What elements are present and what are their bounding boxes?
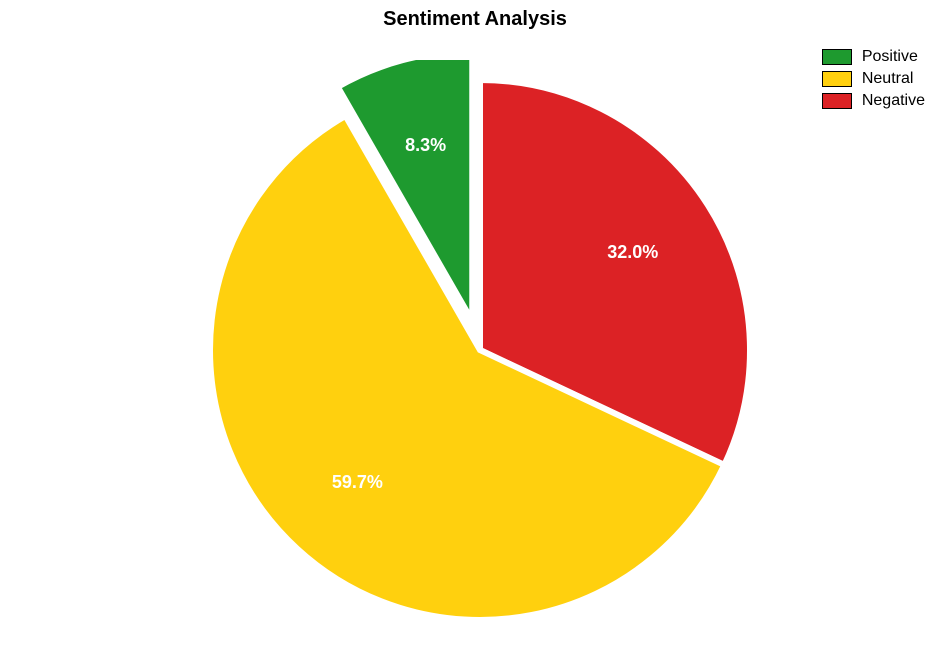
pie-label-negative: 32.0%: [607, 242, 658, 262]
chart-title: Sentiment Analysis: [0, 8, 950, 31]
legend-swatch-neutral: [822, 71, 852, 87]
legend-swatch-positive: [822, 49, 852, 65]
legend-label-negative: Negative: [862, 92, 925, 110]
legend-item-negative: Negative: [822, 92, 925, 110]
pie-svg: 32.0% 59.7% 8.3%: [210, 60, 750, 640]
legend: Positive Neutral Negative: [822, 48, 925, 110]
legend-item-positive: Positive: [822, 48, 925, 66]
pie-chart-area: 32.0% 59.7% 8.3%: [210, 60, 750, 640]
legend-item-neutral: Neutral: [822, 70, 925, 88]
legend-label-neutral: Neutral: [862, 70, 914, 88]
legend-swatch-negative: [822, 93, 852, 109]
pie-label-neutral: 59.7%: [332, 472, 383, 492]
pie-label-positive: 8.3%: [405, 135, 446, 155]
legend-label-positive: Positive: [862, 48, 918, 66]
